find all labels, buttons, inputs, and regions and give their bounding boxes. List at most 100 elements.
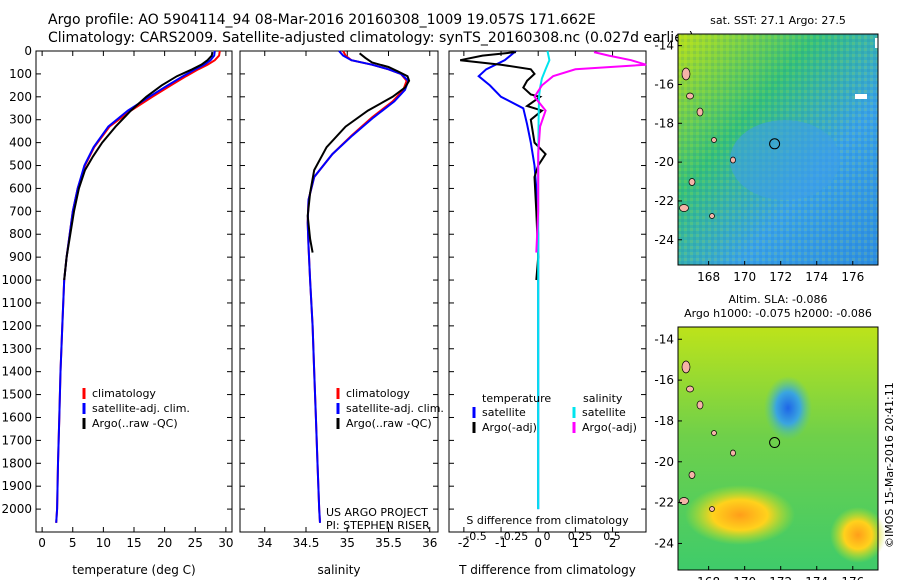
x-tick-label: 10 [96, 536, 111, 550]
series-line [306, 52, 411, 253]
y-tick-label: -18 [654, 116, 674, 130]
y-tick-label: 1100 [1, 296, 32, 310]
island [711, 137, 717, 143]
x-tick-label: 172 [769, 575, 792, 580]
panel-salinity: 34 34.5 35 35.5 36 salinity climatology satelli… [239, 50, 444, 577]
island [709, 506, 715, 512]
x-tick-label: 5 [69, 536, 77, 550]
y-tick-label: 1400 [1, 365, 32, 379]
y-tick-label: 1700 [1, 433, 32, 447]
panel-temperature: 0 5 10 15 20 25 300100200300400500600700800900… [1, 44, 233, 577]
high-sla-eddy [830, 507, 886, 563]
legend-entry: satellite [482, 406, 526, 419]
x-tick-label: 34.5 [293, 536, 320, 550]
x-tick-label: 36 [422, 536, 437, 550]
project-annotation: PI: STEPHEN RISER [326, 519, 430, 532]
x-tick-label: 1 [572, 536, 580, 550]
x-tick-label: 30 [218, 536, 233, 550]
y-tick-label: -20 [654, 455, 674, 469]
y-tick-label: 500 [9, 159, 32, 173]
panel-difference: -2 -1 0 1 2 T difference from climatology S di… [448, 50, 647, 577]
panel-sla-map: 168 170 172 174 176 -14 -16 -18 -20 -22 -24 Altim. … [654, 293, 886, 580]
island [730, 449, 736, 457]
plot-title-line1: Argo profile: AO 5904114_94 08-Mar-2016 … [48, 12, 596, 28]
legend-entry: Argo(-adj) [482, 421, 537, 434]
sst-map-title: sat. SST: 27.1 Argo: 27.5 [710, 14, 846, 27]
x-tick-label: 15 [126, 536, 141, 550]
island [679, 497, 689, 505]
x-tick-label: 0 [534, 536, 542, 550]
y-tick-label: 1600 [1, 410, 32, 424]
y-tick-label: -24 [654, 233, 674, 247]
top-tick-label: 0.5 [603, 530, 621, 543]
project-annotation: US ARGO PROJECT [326, 506, 428, 519]
y-tick-label: -22 [654, 194, 674, 208]
map-frame [677, 326, 879, 571]
y-tick-label: -18 [654, 414, 674, 428]
legend-entry: satellite-adj. clim. [92, 402, 190, 415]
y-tick-label: 1300 [1, 342, 32, 356]
series-line [63, 51, 214, 281]
missing-data-patch [875, 38, 878, 48]
series-line [306, 50, 410, 523]
y-tick-label: 700 [9, 204, 32, 218]
x-tick-label: 170 [733, 575, 756, 580]
x-tick-label: 0 [38, 536, 46, 550]
panel-frame [239, 50, 439, 533]
island [681, 360, 691, 374]
island [688, 178, 696, 186]
sla-map-title: Altim. SLA: -0.086 [728, 293, 827, 306]
y-tick-label: 800 [9, 227, 32, 241]
y-tick-label: 600 [9, 181, 32, 195]
x-tick-label: 25 [188, 536, 203, 550]
argo-location-marker [769, 437, 781, 449]
y-tick-label: 100 [9, 67, 32, 81]
y-tick-label: 1900 [1, 479, 32, 493]
legend-entry: satellite-adj. clim. [346, 402, 444, 415]
low-sla-eddy [764, 376, 812, 440]
y-tick-label: 1800 [1, 456, 32, 470]
x-tick-label: -1 [495, 536, 507, 550]
panel-frame [448, 50, 647, 533]
panel-sst-map: 168 170 172 174 176 -14 -16 -18 -20 -22 -24 sat. SS… [654, 14, 879, 284]
series-line [533, 51, 647, 253]
island [681, 67, 691, 81]
y-tick-label: -16 [654, 77, 674, 91]
x-axis-label: T difference from climatology [458, 563, 636, 577]
island [686, 92, 694, 100]
top-tick-label: 0 [544, 530, 551, 543]
x-tick-label: 20 [157, 536, 172, 550]
island [709, 213, 715, 219]
missing-data-patch [855, 94, 867, 99]
island [686, 385, 694, 393]
y-tick-label: 0 [24, 44, 32, 58]
x-tick-label: 172 [769, 270, 792, 284]
x-tick-label: 34 [257, 536, 272, 550]
y-tick-label: 1200 [1, 319, 32, 333]
x-tick-label: 35.5 [375, 536, 402, 550]
series-line [459, 51, 547, 281]
top-axis-label: S difference from climatology [466, 514, 629, 527]
x-tick-label: 2 [609, 536, 617, 550]
x-tick-label: 176 [841, 270, 864, 284]
legend-entry: Argo(-adj) [582, 421, 637, 434]
x-tick-label: 176 [841, 575, 864, 580]
x-axis-label: temperature (deg C) [72, 563, 195, 577]
x-tick-label: 168 [697, 575, 720, 580]
top-tick-label: -0.25 [500, 530, 528, 543]
legend-entry: Argo(..raw -QC) [346, 417, 432, 430]
imos-credit: ©IMOS 15-Mar-2016 20:41:11 [883, 382, 896, 548]
y-tick-label: 400 [9, 136, 32, 150]
x-tick-label: 170 [733, 270, 756, 284]
legend-entry: satellite [582, 406, 626, 419]
y-tick-label: 1000 [1, 273, 32, 287]
legend-entry: climatology [92, 387, 156, 400]
x-axis-label: salinity [317, 563, 360, 577]
y-tick-label: 200 [9, 90, 32, 104]
plot-title-line2: Climatology: CARS2009. Satellite-adjuste… [48, 30, 695, 46]
warm-pool-region [730, 120, 840, 200]
panel-frame [35, 50, 233, 533]
y-tick-label: 2000 [1, 502, 32, 516]
island [696, 107, 704, 117]
